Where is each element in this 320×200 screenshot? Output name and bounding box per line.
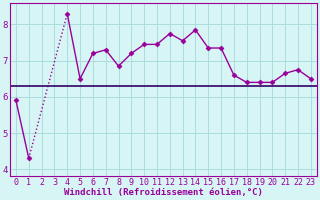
X-axis label: Windchill (Refroidissement éolien,°C): Windchill (Refroidissement éolien,°C) xyxy=(64,188,263,197)
